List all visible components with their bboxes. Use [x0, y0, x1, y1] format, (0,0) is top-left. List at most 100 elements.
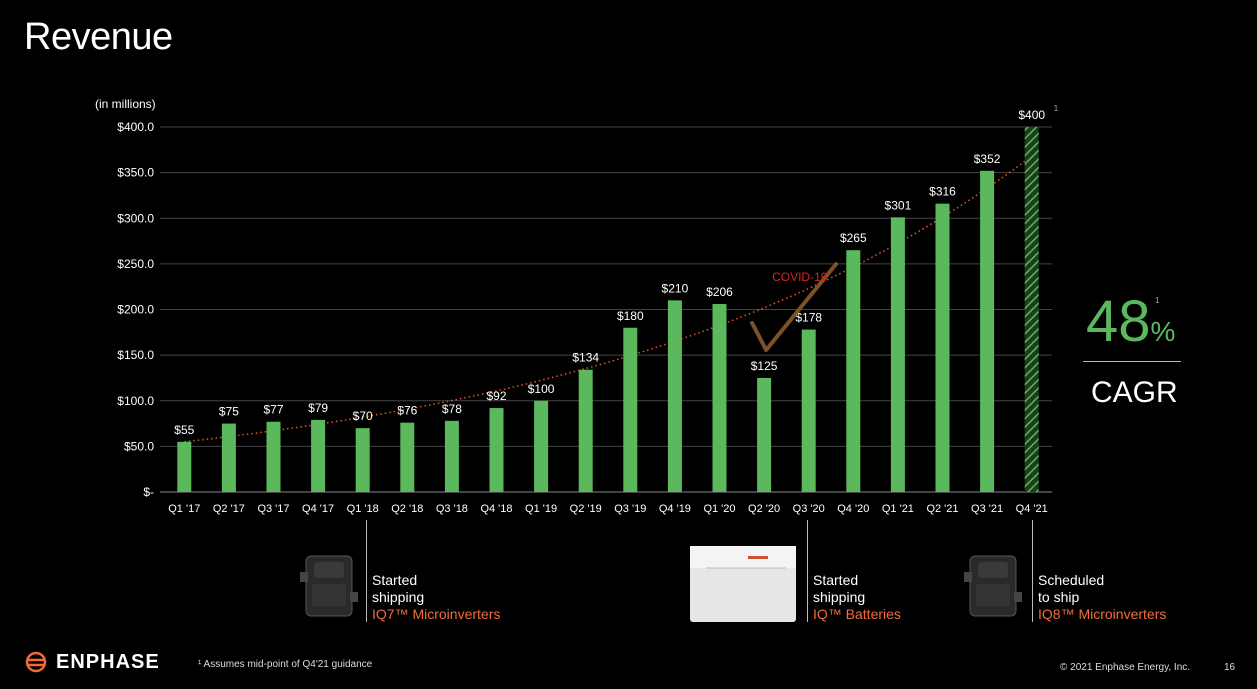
- milestone-divider: [1032, 520, 1033, 622]
- y-tick-label: $250.0: [117, 257, 154, 271]
- bar-q4--21: [1024, 127, 1039, 492]
- bar-q4--17: [311, 419, 326, 492]
- x-tick-label: Q4 '19: [659, 503, 691, 515]
- y-tick-label: $100.0: [117, 394, 154, 408]
- data-label: $79: [308, 401, 328, 415]
- footnote-marker: 1: [1054, 104, 1059, 113]
- data-label: $70: [353, 409, 373, 423]
- milestone-text: Scheduled to ship IQ8™ Microinverters: [1038, 572, 1166, 623]
- bar-q1--21: [890, 217, 905, 492]
- data-label: $400: [1018, 108, 1045, 122]
- covid-annotation: COVID-19: [772, 270, 828, 284]
- milestone-line: shipping: [813, 589, 866, 605]
- data-label: $210: [662, 281, 689, 295]
- milestone-text: Started shipping IQ™ Batteries: [813, 572, 901, 623]
- bar-q1--17: [177, 441, 192, 492]
- x-tick-label: Q3 '18: [436, 503, 468, 515]
- revenue-bar-chart: (in millions) $- $50.0 $100.0 $150.0 $200.0 $…: [95, 97, 1059, 515]
- footnote: ¹ Assumes mid-point of Q4'21 guidance: [198, 659, 373, 670]
- x-tick-label: Q2 '18: [391, 503, 423, 515]
- milestone-product: IQ™ Batteries: [813, 606, 901, 622]
- data-label: $125: [751, 359, 778, 373]
- enphase-logo-icon: [25, 651, 47, 673]
- x-tick-label: Q3 '19: [614, 503, 646, 515]
- bar-q4--20: [846, 250, 861, 492]
- cagr-footnote-marker: 1: [1155, 296, 1160, 305]
- x-tick-label: Q1 '18: [347, 503, 379, 515]
- milestone-divider: [366, 520, 367, 622]
- x-tick-label: Q4 '18: [480, 503, 512, 515]
- data-label: $352: [974, 152, 1001, 166]
- data-label: $78: [442, 402, 462, 416]
- iq-battery-image: [690, 546, 796, 622]
- data-label: $76: [397, 404, 417, 418]
- page-title: Revenue: [24, 16, 173, 58]
- bar-q3--21: [980, 170, 995, 493]
- enphase-logo: ENPHASE: [24, 650, 160, 674]
- x-tick-label: Q2 '17: [213, 503, 245, 515]
- iq7-microinverter-image: [300, 555, 358, 617]
- cagr-number: 48: [1086, 289, 1151, 354]
- data-label: $316: [929, 185, 956, 199]
- bar-q3--17: [266, 421, 281, 492]
- bar-q3--18: [444, 420, 459, 492]
- bar-q2--17: [221, 423, 236, 492]
- data-label: $77: [263, 403, 283, 417]
- x-tick-label: Q3 '20: [793, 503, 825, 515]
- page-number: 16: [1224, 662, 1236, 673]
- covid-check-mark: [750, 262, 839, 352]
- x-tick-label: Q4 '17: [302, 503, 334, 515]
- milestone-line: to ship: [1038, 589, 1080, 605]
- y-tick-label: $300.0: [117, 211, 154, 225]
- y-tick-label: $50.0: [124, 439, 154, 453]
- data-label: $134: [572, 351, 599, 365]
- milestone-product: IQ8™ Microinverters: [1038, 606, 1167, 622]
- x-tick-label: Q1 '17: [168, 503, 200, 515]
- x-tick-label: Q1 '20: [703, 503, 735, 515]
- milestone-line: Scheduled: [1038, 572, 1105, 588]
- milestone-text: Started shipping IQ7™ Microinverters: [372, 572, 500, 623]
- bar-q1--20: [712, 304, 727, 492]
- cagr-value: 48%: [1086, 288, 1175, 355]
- data-label: $92: [486, 389, 506, 403]
- y-tick-label: $-: [143, 485, 154, 499]
- bar-q4--18: [489, 408, 504, 492]
- x-tick-label: Q2 '19: [570, 503, 602, 515]
- bar-q2--20: [757, 377, 772, 492]
- y-tick-label: $350.0: [117, 166, 154, 180]
- data-label: $180: [617, 309, 644, 323]
- bar-q3--20: [801, 329, 816, 492]
- copyright: © 2021 Enphase Energy, Inc.: [1060, 662, 1191, 673]
- logo-wordmark: ENPHASE: [56, 650, 160, 673]
- data-label: $100: [528, 382, 555, 396]
- y-tick-label: $200.0: [117, 303, 154, 317]
- cagr-percent-sign: %: [1150, 316, 1176, 347]
- x-tick-label: Q3 '17: [257, 503, 289, 515]
- x-tick-label: Q4 '21: [1016, 503, 1048, 515]
- data-label: $301: [885, 198, 912, 212]
- bar-q4--19: [667, 300, 682, 492]
- data-label: $75: [219, 405, 239, 419]
- cagr-divider: [1083, 361, 1181, 362]
- milestone-divider: [807, 520, 808, 622]
- bar-q1--19: [534, 400, 549, 492]
- bar-q2--19: [578, 369, 593, 492]
- cagr-label: CAGR: [1091, 376, 1178, 409]
- data-label: $265: [840, 231, 867, 245]
- iq8-microinverter-image: [964, 555, 1022, 617]
- y-axis-unit-label: (in millions): [95, 97, 156, 111]
- data-label: $55: [174, 423, 194, 437]
- milestone-line: Started: [372, 572, 418, 588]
- x-tick-label: Q2 '20: [748, 503, 780, 515]
- bar-q2--18: [400, 422, 415, 492]
- data-label: $206: [706, 285, 733, 299]
- y-tick-label: $400.0: [117, 120, 154, 134]
- bar-q2--21: [935, 203, 950, 492]
- x-tick-label: Q1 '21: [882, 503, 914, 515]
- x-tick-label: Q4 '20: [837, 503, 869, 515]
- x-tick-label: Q1 '19: [525, 503, 557, 515]
- milestone-product: IQ7™ Microinverters: [372, 606, 501, 622]
- x-tick-label: Q3 '21: [971, 503, 1003, 515]
- data-label: $178: [795, 311, 822, 325]
- milestone-line: Started: [813, 572, 859, 588]
